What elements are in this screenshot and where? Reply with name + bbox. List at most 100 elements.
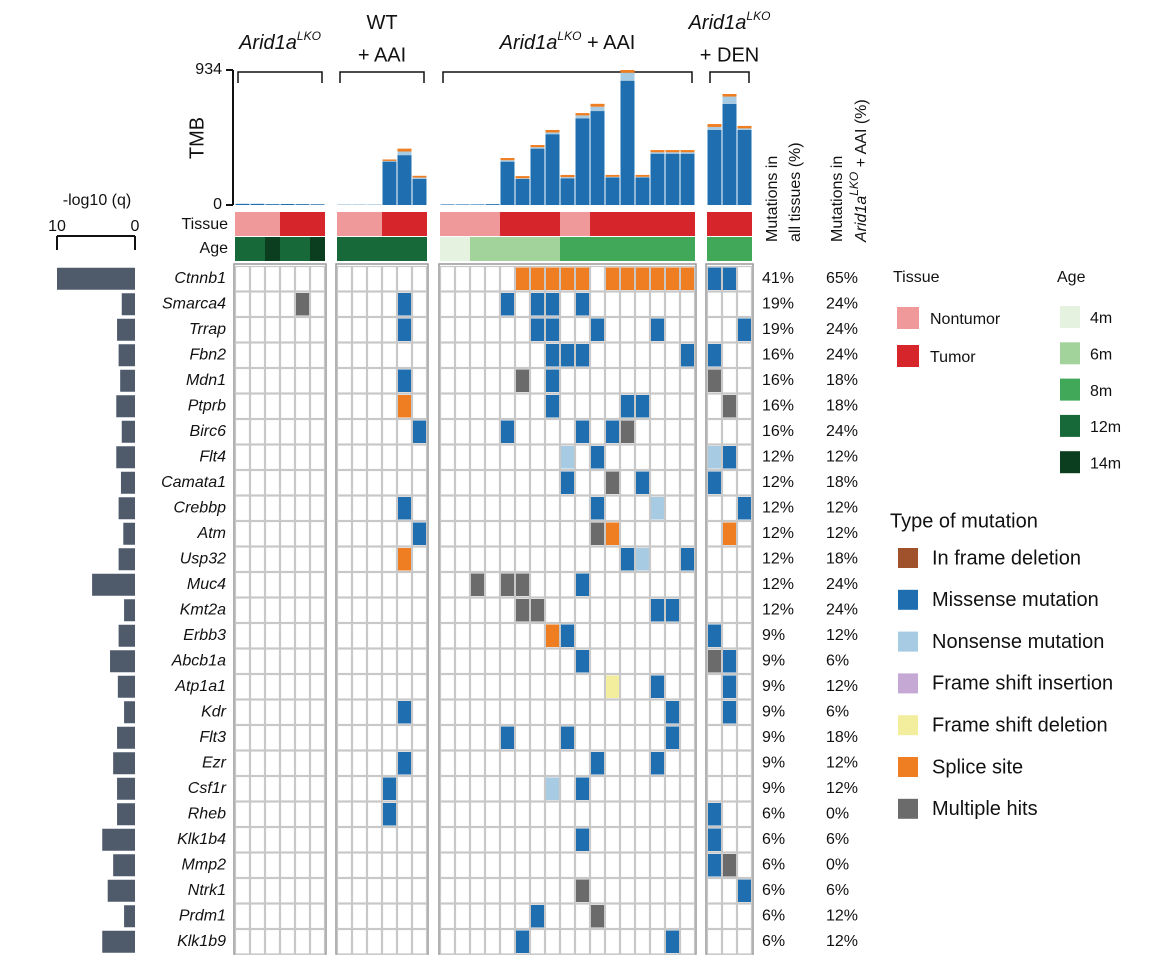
pct-all: 6% [762, 907, 785, 924]
cell [619, 469, 636, 496]
tissue-cell [575, 212, 590, 236]
gene-label: Ptprb [188, 397, 226, 414]
cell [454, 724, 471, 751]
q-tick-label: 0 [131, 218, 140, 235]
cell [336, 877, 353, 904]
gene-label: Atm [197, 525, 226, 542]
mutation-cell [531, 293, 544, 316]
cell [279, 750, 296, 777]
cell [736, 265, 753, 292]
cell [589, 291, 606, 318]
mutation-cell [681, 548, 694, 571]
cell [484, 546, 501, 573]
cell [574, 444, 591, 471]
mutation-cell [591, 522, 604, 545]
tmb-bar [707, 124, 722, 127]
tissue-cell [590, 212, 605, 236]
mutation-cell [606, 522, 619, 545]
cell [366, 520, 383, 547]
cell [649, 393, 666, 420]
cell [499, 597, 516, 624]
cell [589, 673, 606, 700]
cell [351, 622, 368, 649]
cell [559, 903, 576, 930]
cell [454, 648, 471, 675]
label: WT [366, 12, 397, 34]
pct-aai: 12% [826, 907, 858, 924]
cell [679, 291, 696, 318]
cell [396, 724, 413, 751]
legend-swatch [898, 715, 918, 736]
mutation-cell [708, 369, 721, 392]
mutation-cell [636, 395, 649, 418]
cell [649, 418, 666, 445]
cell [309, 801, 326, 828]
cell [604, 750, 621, 777]
cell [649, 775, 666, 802]
cell [234, 801, 251, 828]
pct-all: 16% [762, 397, 794, 414]
tmb-bar [680, 152, 695, 154]
cell [264, 495, 281, 522]
mutation-cell [591, 752, 604, 775]
tmb-bar [722, 96, 737, 104]
cell [439, 316, 456, 343]
cell [294, 265, 311, 292]
line: WT [366, 12, 397, 34]
tissue-cell [530, 212, 545, 236]
tissue-cell [500, 212, 515, 236]
tissue-cell [455, 212, 470, 236]
cell [309, 265, 326, 292]
mutation-cell [738, 497, 751, 520]
cell [351, 699, 368, 726]
pct-aai: 6% [826, 831, 849, 848]
cell [574, 673, 591, 700]
legend-label: Tumor [930, 349, 976, 366]
cell [706, 597, 723, 624]
cell [279, 495, 296, 522]
tmb-bar [665, 150, 680, 153]
cell [649, 852, 666, 879]
pct-all: 9% [762, 652, 785, 669]
cell [309, 316, 326, 343]
cell [264, 801, 281, 828]
mutation-cell [666, 930, 679, 953]
age-cell [707, 237, 722, 261]
mutation-cell [413, 522, 426, 545]
cell [249, 291, 266, 318]
tissue-cell [680, 212, 695, 236]
cell [264, 291, 281, 318]
cell [381, 265, 398, 292]
cell [454, 877, 471, 904]
mutation-cell [708, 854, 721, 877]
cell [529, 699, 546, 726]
cell [381, 495, 398, 522]
cell [664, 291, 681, 318]
mutation-cell [546, 344, 559, 367]
cell [574, 367, 591, 394]
cell [619, 316, 636, 343]
gene-label: Klk1b9 [177, 933, 226, 950]
pct-aai: 6% [826, 882, 849, 899]
cell [264, 673, 281, 700]
tissue-cell [440, 212, 455, 236]
mutation-cell [576, 267, 589, 290]
tmb-bar [605, 176, 620, 178]
cell [411, 775, 428, 802]
pct-aai: 18% [826, 474, 858, 491]
mutation-cell [606, 675, 619, 698]
cell [736, 852, 753, 879]
cell [736, 291, 753, 318]
tmb-bar [560, 174, 575, 178]
cell [469, 877, 486, 904]
cell [309, 724, 326, 751]
age-cell [560, 237, 575, 261]
legend-label: Frame shift insertion [932, 673, 1113, 695]
cell [574, 469, 591, 496]
cell [559, 801, 576, 828]
mutation-cell [708, 650, 721, 673]
cell [529, 928, 546, 955]
pct-header: Mutations in [764, 156, 781, 242]
cell [294, 597, 311, 624]
cell [574, 699, 591, 726]
